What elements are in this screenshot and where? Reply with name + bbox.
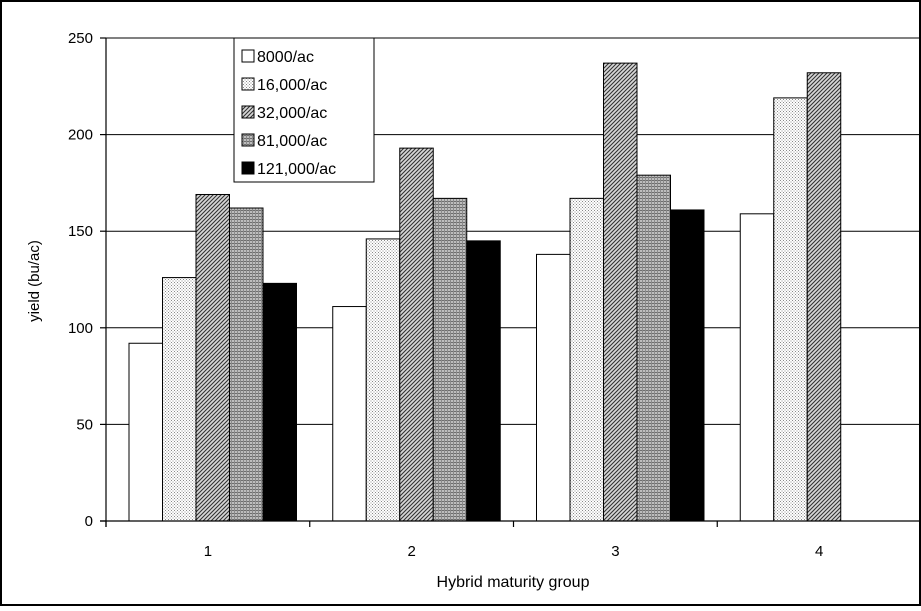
bar-16-000-ac-group-3: [569, 197, 604, 522]
legend-box: [233, 37, 375, 183]
bar-121-000-ac-group-1: [262, 282, 297, 522]
y-tick-label: 100: [68, 320, 93, 337]
bar-121-000-ac-group-3: [670, 209, 705, 522]
y-axis-label: yield (bu/ac): [26, 240, 43, 322]
bar-81-000-ac-group-3: [636, 174, 671, 522]
x-tick-label: 4: [815, 543, 823, 560]
legend-label: 8000/ac: [257, 49, 314, 66]
x-tick-label: 3: [611, 543, 619, 560]
y-tick-label: 50: [76, 416, 93, 433]
bar-81-000-ac-group-2: [432, 197, 468, 522]
bar-32-000-ac-group-4: [806, 72, 842, 522]
x-axis-label: Hybrid maturity group: [437, 574, 590, 591]
bar-8000-ac-group-3: [536, 253, 571, 522]
bar-81-000-ac-group-1: [229, 207, 264, 522]
bars: [128, 62, 842, 522]
bar-8000-ac-group-1: [128, 342, 163, 522]
y-tick-label: 250: [68, 30, 93, 47]
bar-32-000-ac-group-1: [195, 193, 230, 522]
bar-16-000-ac-group-4: [773, 97, 808, 522]
x-tick-label: 1: [204, 543, 212, 560]
bar-8000-ac-group-4: [739, 213, 775, 522]
tick-labels: 0 50 100 150 200 250 1 2 3 4: [68, 30, 823, 560]
legend-label: 81,000/ac: [257, 133, 327, 150]
legend-swatch: [241, 161, 255, 175]
bar-32-000-ac-group-3: [603, 62, 638, 522]
legend-label: 32,000/ac: [257, 105, 327, 122]
axes: [100, 37, 921, 527]
bar-16-000-ac-group-1: [162, 277, 197, 522]
x-tick-label: 2: [407, 543, 415, 560]
legend: 8000/ac 16,000/ac 32,000/ac 81,000/ac 121,00…: [233, 37, 375, 183]
legend-label: 16,000/ac: [257, 77, 327, 94]
legend-swatch: [241, 133, 255, 147]
y-tick-label: 200: [68, 127, 93, 144]
legend-swatch: [241, 49, 255, 63]
legend-swatch: [241, 105, 255, 119]
y-tick-label: 150: [68, 223, 93, 240]
legend-swatch: [241, 77, 255, 91]
bar-8000-ac-group-2: [332, 306, 367, 522]
legend-label: 121,000/ac: [257, 161, 336, 178]
y-tick-label: 0: [85, 513, 93, 530]
bar-32-000-ac-group-2: [399, 147, 434, 522]
bar-16-000-ac-group-2: [365, 238, 401, 522]
bar-121-000-ac-group-2: [466, 240, 501, 522]
